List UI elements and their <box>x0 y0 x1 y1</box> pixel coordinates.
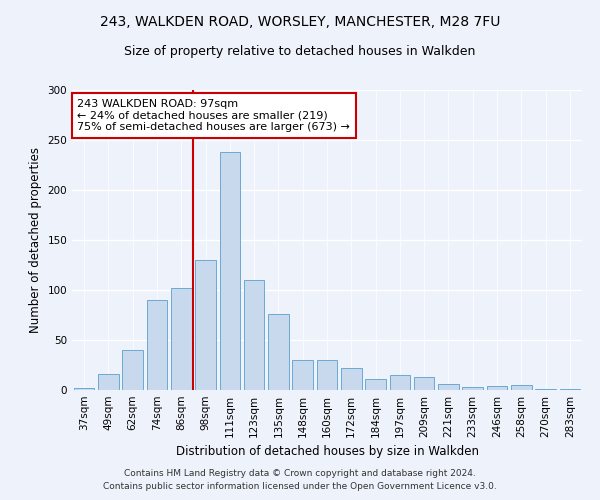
Bar <box>195 260 216 390</box>
Bar <box>122 350 143 390</box>
Bar <box>389 375 410 390</box>
Bar <box>220 152 240 390</box>
Text: Contains public sector information licensed under the Open Government Licence v3: Contains public sector information licen… <box>103 482 497 491</box>
Bar <box>171 288 191 390</box>
Bar <box>292 360 313 390</box>
Bar <box>98 374 119 390</box>
Bar <box>317 360 337 390</box>
Text: Size of property relative to detached houses in Walkden: Size of property relative to detached ho… <box>124 45 476 58</box>
Y-axis label: Number of detached properties: Number of detached properties <box>29 147 42 333</box>
Text: 243, WALKDEN ROAD, WORSLEY, MANCHESTER, M28 7FU: 243, WALKDEN ROAD, WORSLEY, MANCHESTER, … <box>100 15 500 29</box>
Bar <box>74 388 94 390</box>
Bar <box>535 389 556 390</box>
Bar <box>244 280 265 390</box>
Bar <box>341 368 362 390</box>
Bar <box>463 387 483 390</box>
Bar <box>560 389 580 390</box>
Bar <box>414 377 434 390</box>
Bar <box>146 300 167 390</box>
Text: 243 WALKDEN ROAD: 97sqm
← 24% of detached houses are smaller (219)
75% of semi-d: 243 WALKDEN ROAD: 97sqm ← 24% of detache… <box>77 99 350 132</box>
Bar <box>438 384 459 390</box>
Text: Contains HM Land Registry data © Crown copyright and database right 2024.: Contains HM Land Registry data © Crown c… <box>124 468 476 477</box>
Bar <box>511 385 532 390</box>
Bar <box>268 314 289 390</box>
Bar <box>365 379 386 390</box>
X-axis label: Distribution of detached houses by size in Walkden: Distribution of detached houses by size … <box>176 446 479 458</box>
Bar <box>487 386 508 390</box>
